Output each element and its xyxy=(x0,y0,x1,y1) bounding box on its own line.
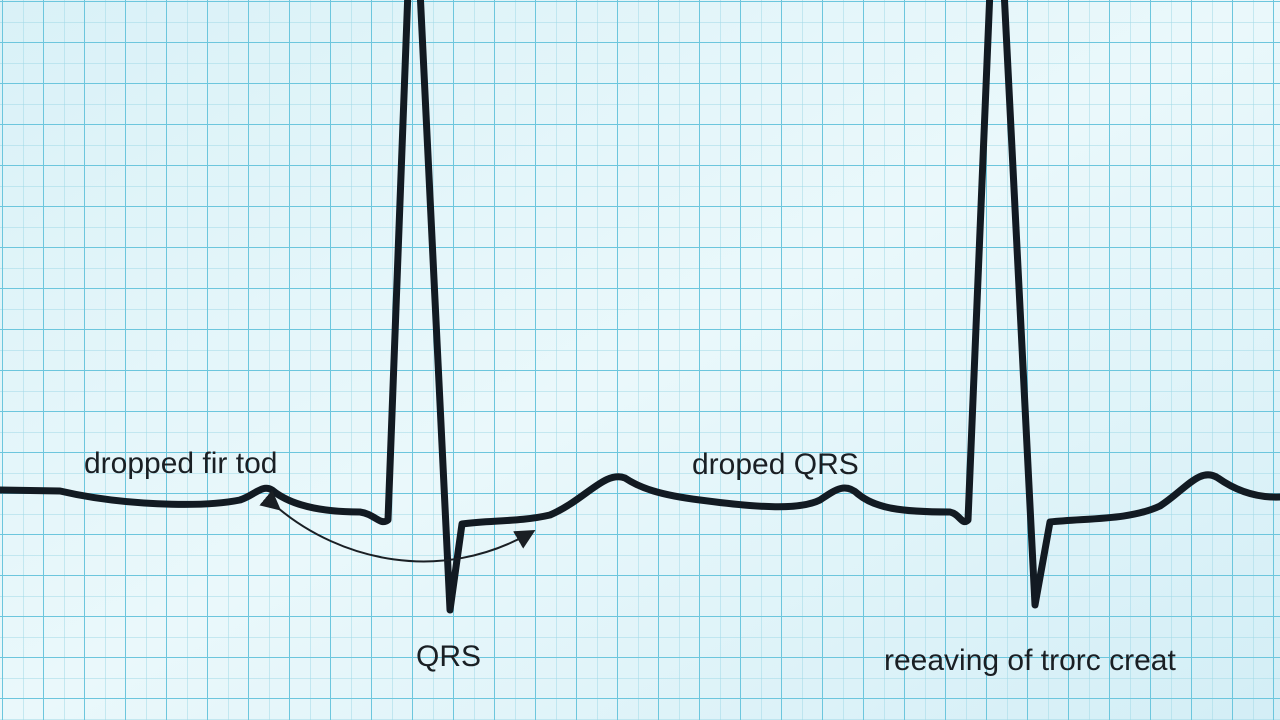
arrow xyxy=(259,490,536,563)
annotation: dropped fir tod xyxy=(84,447,277,480)
annotation: QRS xyxy=(416,640,481,673)
annotation: reeaving of trorc creat xyxy=(884,644,1176,677)
annotation: droped QRS xyxy=(692,448,859,481)
